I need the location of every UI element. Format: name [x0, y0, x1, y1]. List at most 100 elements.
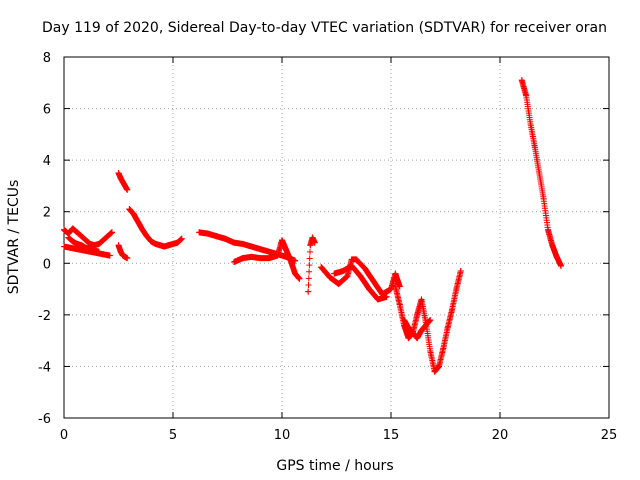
data-point — [248, 243, 255, 250]
series-arc6 — [126, 206, 185, 250]
data-point — [178, 235, 185, 242]
y-tick-labels: -6 -4 -2 0 2 4 6 8 — [38, 51, 51, 427]
data-point — [222, 235, 229, 242]
data-point — [553, 253, 560, 260]
data-point — [292, 270, 299, 277]
data-point — [135, 219, 142, 226]
data-point — [353, 256, 360, 263]
data-point — [231, 239, 238, 246]
data-point — [104, 233, 111, 240]
series-arc9 — [305, 234, 318, 295]
data-point — [100, 251, 107, 258]
data-point — [170, 240, 176, 247]
data-point — [457, 268, 464, 275]
data-point — [87, 240, 94, 247]
data-point — [405, 335, 412, 342]
data-point — [69, 225, 76, 232]
grid — [64, 57, 609, 418]
data-point — [348, 262, 355, 269]
data-point — [204, 230, 211, 237]
data-point — [265, 255, 272, 262]
data-point — [326, 274, 333, 281]
data-point — [74, 246, 81, 253]
data-point — [124, 186, 131, 193]
x-tick-label: 10 — [274, 428, 291, 443]
series-arc8 — [231, 237, 303, 282]
data-point — [287, 257, 294, 264]
data-point — [453, 286, 460, 293]
data-point — [124, 255, 131, 262]
y-tick-label: 8 — [43, 51, 51, 66]
y-tick-label: 4 — [43, 154, 51, 169]
y-axis-label: SDTVAR / TECUs — [6, 180, 22, 295]
series-arc13 — [401, 317, 434, 342]
y-tick-label: -6 — [38, 412, 51, 427]
data-points — [61, 77, 565, 375]
series-arc14 — [518, 77, 565, 269]
data-point — [165, 242, 172, 249]
data-point — [414, 311, 421, 318]
x-tick-label: 20 — [492, 428, 509, 443]
data-point — [61, 243, 67, 250]
data-point — [427, 347, 434, 354]
data-point — [344, 273, 351, 280]
series-arc3 — [65, 234, 102, 255]
data-point — [536, 170, 543, 177]
data-point — [549, 242, 556, 249]
data-point — [196, 229, 203, 236]
chart-title: Day 119 of 2020, Sidereal Day-to-day VTE… — [42, 20, 607, 36]
data-point — [74, 240, 81, 247]
data-point — [213, 233, 220, 240]
series-arc1 — [61, 225, 115, 249]
data-point — [331, 270, 338, 277]
data-point — [139, 226, 146, 233]
data-point — [122, 182, 129, 189]
data-point — [414, 335, 421, 342]
data-point — [523, 92, 530, 99]
data-point — [383, 293, 390, 300]
data-point — [115, 242, 122, 249]
data-point — [174, 239, 181, 246]
data-point — [274, 252, 281, 259]
series-arc10 — [318, 256, 403, 298]
x-tick-label: 0 — [60, 428, 68, 443]
data-point — [67, 244, 74, 251]
data-point — [100, 237, 107, 244]
data-point — [87, 246, 94, 253]
data-point — [117, 248, 124, 255]
x-tick-labels: 0 5 10 15 20 25 — [60, 428, 617, 443]
data-point — [409, 329, 416, 336]
data-point — [156, 242, 163, 249]
data-point — [427, 317, 434, 324]
data-point — [152, 240, 159, 247]
data-point — [248, 253, 255, 260]
y-tick-label: 2 — [43, 206, 51, 221]
data-point — [440, 345, 447, 352]
data-point — [65, 234, 72, 241]
data-point — [544, 226, 551, 233]
data-point — [309, 234, 316, 241]
data-point — [108, 229, 115, 236]
y-tick-label: -4 — [38, 360, 51, 375]
data-point — [435, 363, 442, 370]
series-arc5 — [115, 242, 131, 262]
x-tick-label: 15 — [383, 428, 400, 443]
data-point — [283, 247, 290, 254]
data-point — [531, 144, 538, 151]
x-tick-label: 25 — [601, 428, 618, 443]
data-point — [82, 244, 89, 251]
data-point — [78, 233, 85, 240]
x-tick-label: 5 — [169, 428, 177, 443]
data-point — [91, 247, 98, 254]
data-point — [444, 324, 451, 331]
data-point — [422, 322, 429, 329]
data-point — [231, 258, 238, 265]
data-point — [296, 275, 303, 282]
data-point — [340, 268, 347, 275]
data-point — [405, 324, 412, 331]
data-point — [527, 121, 534, 128]
data-point — [161, 243, 168, 250]
data-point — [401, 317, 408, 324]
data-point — [91, 242, 98, 249]
